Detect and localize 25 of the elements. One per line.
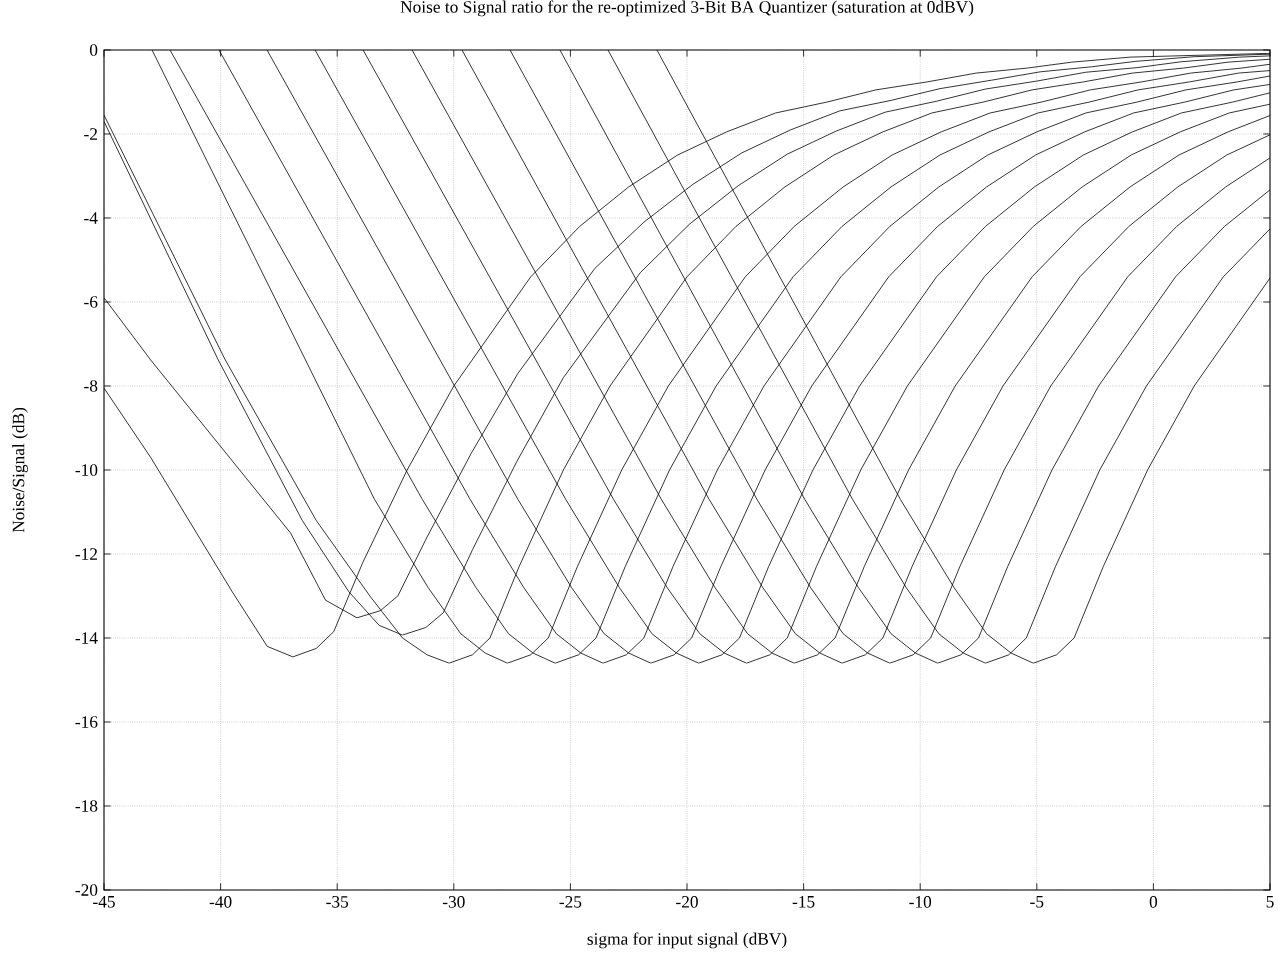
x-tick-label: 0	[1149, 896, 1158, 908]
x-tick-label: -30	[442, 896, 465, 908]
x-tick-label: -10	[909, 896, 932, 908]
y-tick-label: -14	[75, 632, 98, 644]
x-tick-label: -5	[1030, 896, 1044, 908]
y-tick-label: -2	[84, 128, 98, 140]
y-tick-label: -8	[84, 380, 98, 392]
y-tick-label: -4	[84, 212, 98, 224]
y-axis-title: Noise/Signal (dB)	[12, 407, 28, 533]
x-tick-label: -35	[326, 896, 349, 908]
x-tick-label: -15	[792, 896, 815, 908]
y-tick-label: -12	[75, 548, 98, 560]
y-tick-label: -6	[84, 296, 98, 308]
y-tick-label: -18	[75, 800, 98, 812]
y-tick-label: -16	[75, 716, 98, 728]
x-tick-label: -40	[209, 896, 232, 908]
x-tick-label: -25	[559, 896, 582, 908]
x-tick-label: -20	[676, 896, 698, 908]
x-axis-title: sigma for input signal (dBV)	[587, 932, 787, 949]
y-tick-label: 0	[89, 44, 98, 56]
y-tick-label: -20	[75, 884, 98, 896]
x-tick-label: -45	[93, 896, 115, 908]
y-tick-label: -10	[75, 464, 98, 476]
x-tick-label: 5	[1266, 896, 1274, 908]
chart-title: Noise to Signal ratio for the re-optimized 3-Bit BA Quantizer (saturation at 0dBV)	[400, 0, 974, 17]
